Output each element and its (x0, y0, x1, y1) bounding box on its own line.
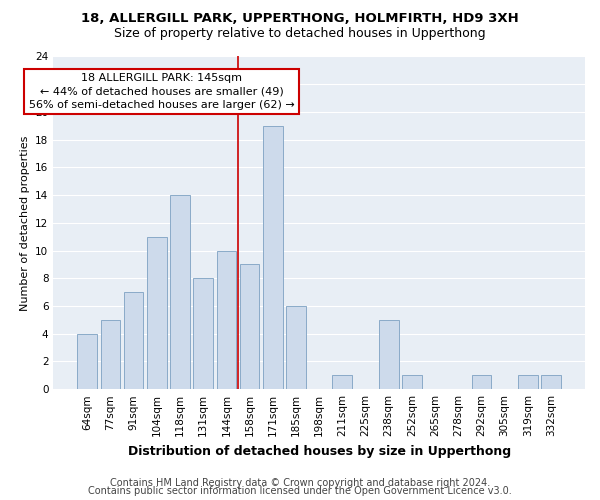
X-axis label: Distribution of detached houses by size in Upperthong: Distribution of detached houses by size … (128, 444, 511, 458)
Text: 18, ALLERGILL PARK, UPPERTHONG, HOLMFIRTH, HD9 3XH: 18, ALLERGILL PARK, UPPERTHONG, HOLMFIRT… (81, 12, 519, 26)
Bar (402, 376, 422, 389)
Bar (286, 306, 306, 389)
Bar (332, 376, 352, 389)
Bar (541, 376, 561, 389)
Y-axis label: Number of detached properties: Number of detached properties (20, 135, 29, 310)
Bar (101, 320, 121, 389)
Text: 18 ALLERGILL PARK: 145sqm
← 44% of detached houses are smaller (49)
56% of semi-: 18 ALLERGILL PARK: 145sqm ← 44% of detac… (29, 73, 295, 110)
Text: Contains HM Land Registry data © Crown copyright and database right 2024.: Contains HM Land Registry data © Crown c… (110, 478, 490, 488)
Bar (170, 195, 190, 389)
Text: Contains public sector information licensed under the Open Government Licence v3: Contains public sector information licen… (88, 486, 512, 496)
Bar (379, 320, 398, 389)
Bar (147, 236, 167, 389)
Bar (518, 376, 538, 389)
Bar (77, 334, 97, 389)
Bar (124, 292, 143, 389)
Text: Size of property relative to detached houses in Upperthong: Size of property relative to detached ho… (114, 28, 486, 40)
Bar (193, 278, 213, 389)
Bar (472, 376, 491, 389)
Bar (263, 126, 283, 389)
Bar (217, 250, 236, 389)
Bar (240, 264, 259, 389)
